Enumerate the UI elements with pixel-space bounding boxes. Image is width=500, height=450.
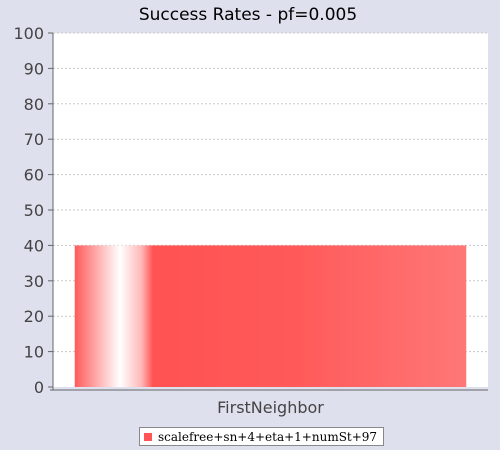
y-tick-label: 20: [24, 307, 44, 326]
y-tick-label: 60: [24, 166, 44, 185]
bar: [74, 245, 467, 387]
chart-title: Success Rates - pf=0.005: [139, 5, 357, 25]
y-tick-label: 0: [34, 378, 44, 397]
y-tick-label: 50: [24, 201, 44, 220]
legend-swatch: [144, 432, 152, 441]
legend-label: scalefree+sn+4+eta+1+numSt+97: [158, 429, 378, 444]
y-tick-label: 10: [24, 343, 44, 362]
y-tick-label: 80: [24, 95, 44, 114]
bars: [74, 245, 467, 387]
legend: scalefree+sn+4+eta+1+numSt+97: [139, 427, 385, 446]
y-tick-label: 70: [24, 130, 44, 149]
x-category-label: FirstNeighbor: [217, 398, 324, 417]
y-tick-label: 30: [24, 272, 44, 291]
x-axis-categories: FirstNeighbor: [217, 398, 324, 417]
y-tick-label: 100: [13, 24, 44, 43]
y-axis-ticks: 0 10 20 30 40 50 60 70 80 90 100: [13, 24, 53, 397]
y-tick-label: 40: [24, 236, 44, 255]
y-tick-label: 90: [24, 59, 44, 78]
